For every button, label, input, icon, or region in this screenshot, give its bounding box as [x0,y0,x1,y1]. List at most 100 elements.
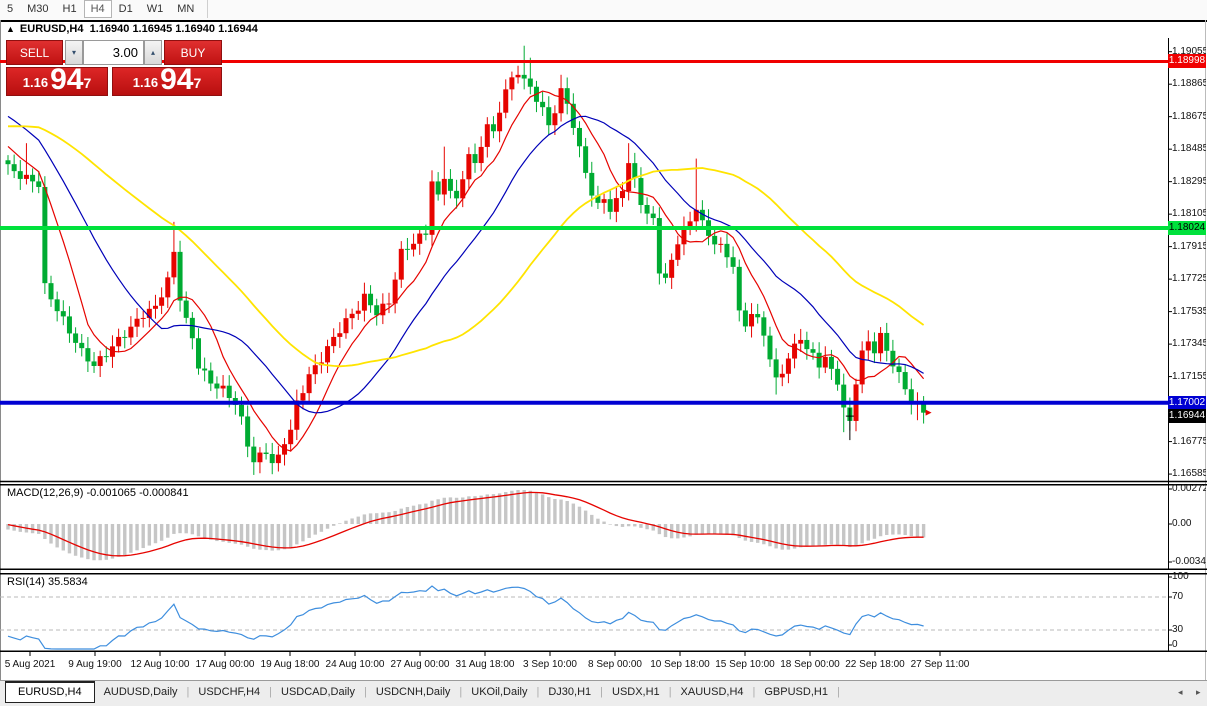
macd-histogram-bar [768,524,772,547]
main-price-chart[interactable] [0,38,1207,484]
macd-histogram-bar [215,524,219,542]
macd-histogram-bar [799,524,803,548]
macd-histogram-bar [559,499,563,524]
one-click-collapse-icon[interactable]: ▲ [6,24,15,34]
volume-decrease-button[interactable]: ▾ [65,40,83,65]
macd-histogram-bar [405,507,410,524]
price-axis-tick: 1.17155 [1172,370,1206,382]
macd-histogram-bar [239,524,244,545]
rsi-axis-tick: 0 [1172,639,1178,650]
timeframe-button-h4[interactable]: H4 [83,0,112,18]
macd-label: MACD(12,26,9) -0.001065 -0.000841 [7,487,189,499]
chart-tab-usdchf-h4[interactable]: USDCHF,H4 [198,686,261,698]
last-price-arrow [925,409,932,416]
macd-histogram-bar [264,524,268,551]
timeframe-button-h1[interactable]: H1 [62,3,77,15]
buy-price-prefix: 1.16 [132,75,159,90]
macd-axis-tick: -0.003452 [1172,556,1206,567]
macd-histogram-bar [104,524,109,560]
macd-signal-line [7,491,924,557]
chart-tab-gbpusd-h1[interactable]: GBPUSD,H1 [764,686,828,698]
macd-histogram-bar [620,524,625,527]
chart-tab-usdx-h1[interactable]: USDX,H1 [612,686,660,698]
macd-histogram-bar [350,518,354,524]
macd-histogram-bar [657,524,662,535]
sell-price-display[interactable]: 1.16 94 7 [6,65,108,96]
macd-histogram-bar [921,524,926,538]
rsi-label: RSI(14) 35.5834 [7,576,88,588]
chart-tab-eurusd-h4[interactable]: EURUSD,H4 [5,681,95,703]
macd-histogram-bar [6,524,10,530]
buy-price-main: 94 [160,63,194,96]
macd-indicator-panel[interactable] [0,484,1207,570]
timeframe-button-5[interactable]: 5 [7,3,14,15]
macd-histogram-bar [18,524,22,532]
price-axis-tick: 1.18485 [1172,143,1206,155]
price-axis-tick: 1.18675 [1172,110,1206,122]
macd-histogram-bar [915,524,920,537]
macd-histogram-bar [731,524,735,536]
macd-histogram-bar [842,524,846,546]
macd-histogram-bar [682,524,686,538]
chart-tab-usdcnh-daily[interactable]: USDCNH,Daily [375,686,451,698]
volume-increase-button[interactable]: ▴ [144,40,162,65]
macd-histogram-bar [184,524,188,534]
sell-button[interactable]: SELL [6,40,63,65]
macd-histogram-bar [166,524,170,538]
time-axis-label: 27 Sep 11:00 [911,659,970,670]
buy-price-pipette: 7 [193,75,202,91]
macd-histogram-bar [202,524,207,538]
macd-histogram-bar [553,499,557,524]
time-axis-label: 19 Aug 18:00 [261,659,320,670]
macd-histogram-bar [190,524,195,535]
macd-histogram-bar [891,524,895,535]
macd-histogram-bar [712,524,717,535]
macd-histogram-bar [368,513,373,524]
timeframe-button-d1[interactable]: D1 [118,3,133,15]
macd-histogram-bar [571,503,576,524]
macd-histogram-bar [540,494,545,524]
tabs-scroll-left-icon[interactable]: ◂ [1178,687,1183,697]
volume-input[interactable]: 3.00 [83,40,144,65]
macd-histogram-bar [276,524,281,551]
macd-histogram-bar [860,524,864,544]
macd-histogram-bar [80,524,84,558]
macd-histogram-bar [135,524,139,551]
chart-tab-dj30-h1[interactable]: DJ30,H1 [548,686,592,698]
timeframe-button-w1[interactable]: W1 [146,3,164,15]
moving-average-line [7,125,925,368]
moving-average-line [7,90,925,452]
chart-tab-xauusd-h4[interactable]: XAUUSD,H4 [680,686,744,698]
macd-histogram-bar [344,520,348,524]
time-axis-label: 24 Aug 10:00 [326,659,385,670]
moving-average-line [7,115,924,414]
chart-tab-audusd-daily[interactable]: AUDUSD,Daily [103,686,178,698]
macd-histogram-bar [743,524,748,541]
chart-tab-usdcad-daily[interactable]: USDCAD,Daily [281,686,355,698]
macd-histogram-bar [393,510,397,524]
macd-histogram-bar [73,524,78,556]
rsi-indicator-panel[interactable] [0,573,1207,652]
chart-window-border-left [0,20,1,680]
time-axis-label: 12 Aug 10:00 [131,659,190,670]
buy-button[interactable]: BUY [164,40,222,65]
timeframe-button-mn[interactable]: MN [177,3,195,15]
chart-tab-ukoil-daily[interactable]: UKOil,Daily [471,686,528,698]
level-price-badge: 1.18024 [1168,221,1206,235]
timeframe-button-m30[interactable]: M30 [27,3,49,15]
macd-histogram-bar [301,524,305,542]
macd-histogram-bar [614,524,619,527]
macd-histogram-bar [676,524,680,539]
macd-histogram-bar [479,495,483,524]
price-axis-tick: 1.17725 [1172,273,1206,285]
buy-price-display[interactable]: 1.16 94 7 [112,63,222,96]
macd-histogram-bar [547,497,551,524]
tabs-scroll-right-icon[interactable]: ▸ [1196,687,1201,697]
macd-histogram-bar [129,524,133,553]
macd-histogram-bar [510,490,514,524]
candlestick-plot [5,45,927,475]
tab-separator: | [752,686,756,698]
time-axis-label: 22 Sep 18:00 [845,659,905,670]
macd-histogram-bar [461,497,465,524]
price-axis-tick: 1.17345 [1172,338,1206,350]
